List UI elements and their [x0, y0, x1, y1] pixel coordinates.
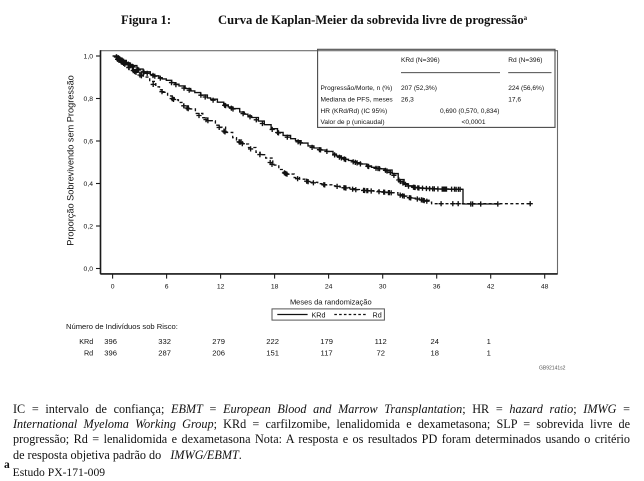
- svg-text:1,0: 1,0: [84, 54, 94, 61]
- svg-text:18: 18: [430, 348, 438, 357]
- svg-text:Progressão/Morte, n (%): Progressão/Morte, n (%): [321, 85, 393, 92]
- svg-text:Rd: Rd: [373, 310, 382, 319]
- svg-text:HR (KRd/Rd) (IC 95%): HR (KRd/Rd) (IC 95%): [321, 108, 388, 115]
- svg-text:42: 42: [487, 284, 495, 291]
- svg-text:72: 72: [376, 348, 384, 357]
- svg-text:206: 206: [212, 348, 225, 357]
- svg-text:12: 12: [217, 284, 225, 291]
- svg-text:224 (56,6%): 224 (56,6%): [508, 85, 544, 92]
- svg-text:17,6: 17,6: [508, 96, 521, 103]
- svg-text:0,2: 0,2: [84, 224, 94, 231]
- svg-text:0,8: 0,8: [84, 96, 94, 103]
- svg-text:26,3: 26,3: [401, 96, 414, 103]
- svg-text:Proporção Sobrevivendo sem Pro: Proporção Sobrevivendo sem Progressão: [66, 75, 76, 246]
- svg-text:KRd (N=396): KRd (N=396): [401, 57, 440, 64]
- svg-text:KRd: KRd: [79, 337, 93, 346]
- svg-text:279: 279: [212, 337, 225, 346]
- svg-text:287: 287: [158, 348, 171, 357]
- svg-text:1: 1: [487, 337, 491, 346]
- svg-text:179: 179: [320, 337, 333, 346]
- svg-text:0,6: 0,6: [84, 139, 94, 146]
- svg-text:KRd: KRd: [312, 310, 326, 319]
- svg-text:GB92141s2: GB92141s2: [539, 366, 566, 372]
- svg-text:0: 0: [111, 284, 115, 291]
- svg-text:Meses da randomização: Meses da randomização: [290, 298, 372, 307]
- svg-text:Valor de p (unicaudal): Valor de p (unicaudal): [321, 119, 385, 126]
- svg-text:Rd (N=396): Rd (N=396): [508, 57, 542, 64]
- svg-text:0,4: 0,4: [84, 181, 94, 188]
- svg-text:30: 30: [379, 284, 387, 291]
- svg-text:Mediana de PFS, meses: Mediana de PFS, meses: [321, 96, 394, 103]
- svg-text:222: 222: [266, 337, 279, 346]
- svg-text:117: 117: [321, 348, 333, 357]
- svg-text:332: 332: [158, 337, 171, 346]
- svg-text:0,0: 0,0: [84, 266, 94, 273]
- svg-text:6: 6: [165, 284, 169, 291]
- svg-text:1: 1: [487, 348, 491, 357]
- svg-text:48: 48: [541, 284, 549, 291]
- svg-text:24: 24: [325, 284, 333, 291]
- svg-text:151: 151: [266, 348, 279, 357]
- svg-text:396: 396: [104, 337, 117, 346]
- svg-text:112: 112: [375, 337, 387, 346]
- svg-text:36: 36: [433, 284, 441, 291]
- svg-text:18: 18: [271, 284, 279, 291]
- svg-text:207 (52,3%): 207 (52,3%): [401, 85, 437, 92]
- svg-text:24: 24: [430, 337, 438, 346]
- svg-text:<0,0001: <0,0001: [461, 119, 485, 126]
- svg-text:0,690 (0,570, 0,834): 0,690 (0,570, 0,834): [440, 108, 499, 115]
- svg-text:396: 396: [104, 348, 117, 357]
- svg-text:Número de Indivíduos sob Risco: Número de Indivíduos sob Risco:: [66, 322, 178, 331]
- svg-text:Rd: Rd: [84, 348, 93, 357]
